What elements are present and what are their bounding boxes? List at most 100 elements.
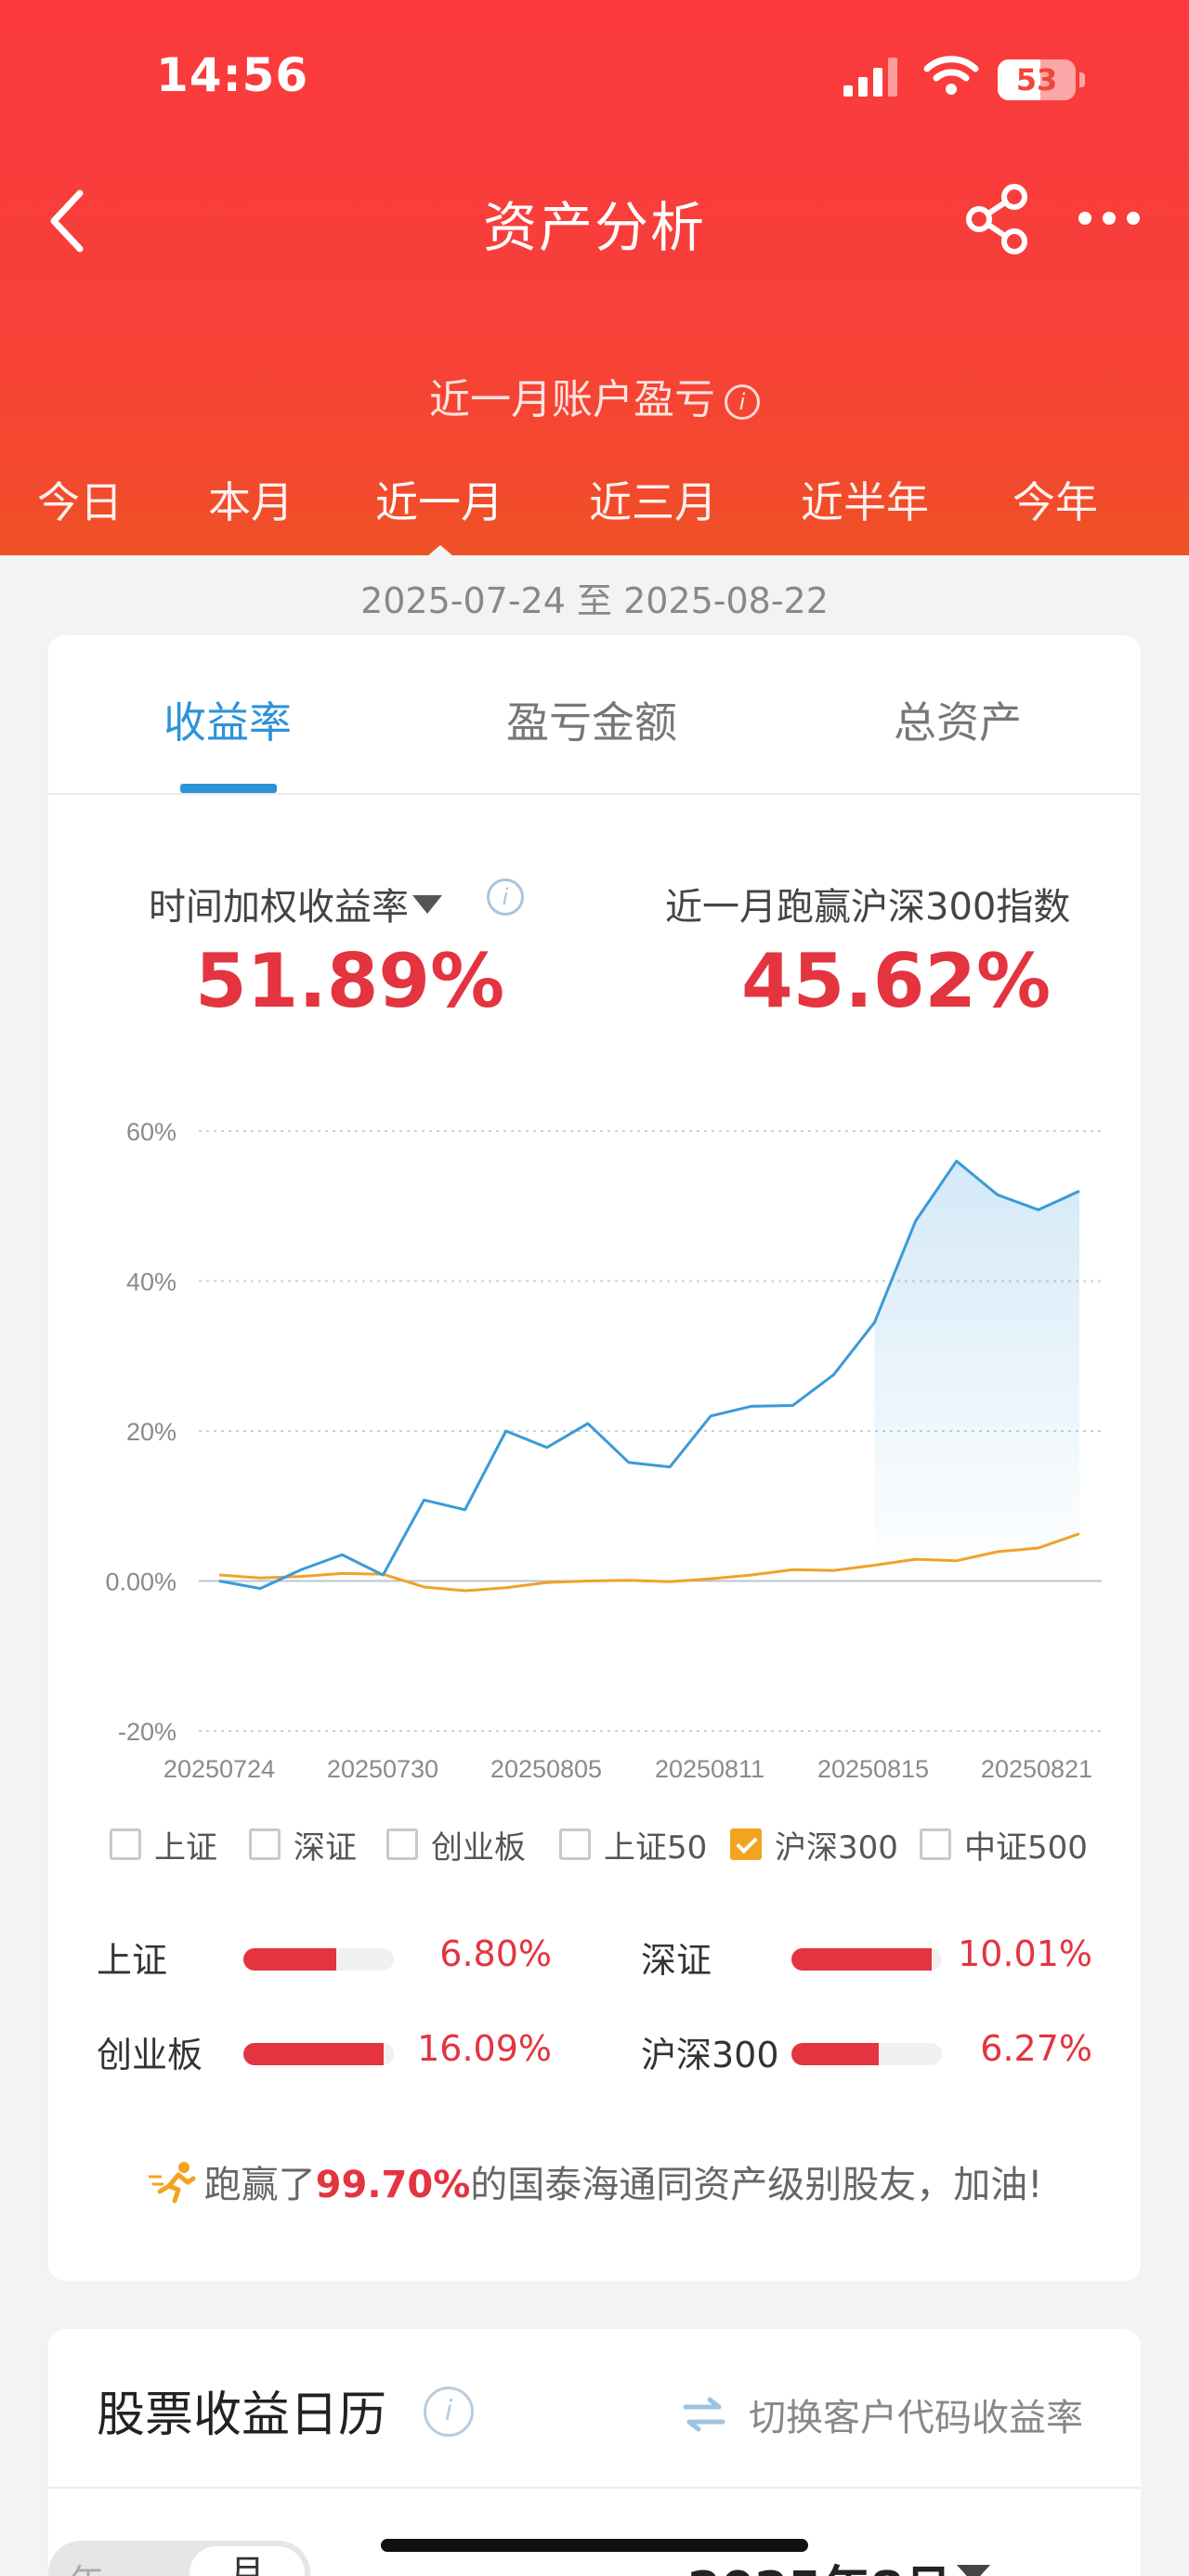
- index-bar: [791, 2043, 942, 2065]
- y-tick-label: 20%: [126, 1418, 176, 1446]
- dropdown-icon: [412, 895, 442, 914]
- battery-icon: 53: [998, 59, 1085, 100]
- legend-chinext[interactable]: 创业板: [386, 1816, 526, 1872]
- index-row-chinext: 创业板 16.09%: [97, 2026, 552, 2082]
- legend-label: 沪深300: [775, 1828, 898, 1867]
- index-value: 6.27%: [980, 2028, 1092, 2069]
- index-bar-fill: [243, 1948, 337, 1971]
- running-icon: [148, 2162, 196, 2204]
- caret-down-icon: [957, 2565, 990, 2576]
- tab-last-half-year[interactable]: 近半年: [801, 477, 929, 527]
- metric-tabs: 收益率 盈亏金额 总资产: [48, 635, 1141, 795]
- share-icon[interactable]: [962, 182, 1033, 256]
- date-range: 2025-07-24 至 2025-08-22: [360, 580, 829, 621]
- legend-shanghai[interactable]: 上证: [110, 1816, 217, 1872]
- legend-csi300[interactable]: 沪深300: [730, 1816, 898, 1872]
- checkbox-icon: [559, 1828, 591, 1860]
- outperform-label: 近一月跑赢沪深300指数: [665, 886, 1071, 929]
- legend-label: 上证: [154, 1828, 217, 1867]
- legend-label: 上证50: [604, 1828, 708, 1867]
- tab-last-three-months[interactable]: 近三月: [589, 477, 717, 527]
- return-chart[interactable]: 60% 40% 20% 0.00% -20% 20250724 20250730 202508…: [0, 1086, 1189, 1802]
- index-value: 16.09%: [417, 2028, 552, 2069]
- y-tick-label: 40%: [126, 1268, 176, 1296]
- info-icon[interactable]: i: [424, 2387, 474, 2437]
- series-line: [218, 1532, 1080, 1593]
- area-fill: [874, 1161, 1079, 1581]
- legend-label: 创业板: [431, 1828, 526, 1867]
- checkbox-icon: [110, 1828, 141, 1860]
- x-tick-label: 20250821: [981, 1755, 1092, 1783]
- index-row-shanghai: 上证 6.80%: [97, 1932, 552, 1987]
- y-tick-label: 60%: [126, 1118, 176, 1146]
- ranking-percent: 99.70%: [315, 2164, 471, 2206]
- tab-this-month[interactable]: 本月: [208, 477, 294, 527]
- index-name: 沪深300: [641, 2035, 779, 2075]
- active-tab-indicator: [427, 545, 453, 556]
- ranking-suffix: 的国泰海通同资产级别股友，加油!: [470, 2164, 1043, 2206]
- checkbox-icon: [386, 1828, 418, 1860]
- checkbox-icon: [920, 1828, 951, 1860]
- tab-pnl-amount[interactable]: 盈亏金额: [506, 697, 677, 748]
- index-name: 深证: [641, 1940, 712, 1981]
- index-bar-fill: [791, 2043, 879, 2065]
- divider: [48, 2487, 1141, 2489]
- toggle-month[interactable]: 月: [189, 2546, 305, 2576]
- profit-calendar-card: 股票收益日历 i 切换客户代码收益率: [48, 2329, 1141, 2576]
- calendar-title: 股票收益日历: [97, 2387, 387, 2443]
- index-bar-fill: [791, 1948, 932, 1971]
- account-pnl-label: 近一月账户盈亏: [429, 376, 715, 423]
- tab-total-assets[interactable]: 总资产: [894, 697, 1022, 748]
- nav-bar: 资产分析: [0, 167, 1189, 269]
- back-icon[interactable]: [33, 178, 108, 262]
- info-icon[interactable]: i: [487, 878, 524, 916]
- tab-today[interactable]: 今日: [37, 477, 123, 527]
- toggle-year[interactable]: 年: [69, 2554, 104, 2576]
- ranking-prefix: 跑赢了: [203, 2164, 316, 2206]
- switch-label: 切换客户代码收益率: [749, 2397, 1083, 2439]
- series-line: [218, 1159, 1080, 1591]
- legend-label: 中证500: [964, 1828, 1088, 1867]
- swap-icon: [683, 2397, 725, 2432]
- index-value: 10.01%: [958, 1933, 1092, 1974]
- index-bar: [791, 1948, 942, 1971]
- account-pnl-title: 近一月账户盈亏 i: [0, 366, 1189, 425]
- battery-level: 53: [1015, 62, 1058, 98]
- index-legend: 上证 深证 创业板 上证50 沪深300 中证500: [0, 1816, 1189, 1872]
- index-value: 6.80%: [439, 1933, 552, 1974]
- y-tick-label: -20%: [118, 1718, 176, 1746]
- checkbox-icon: [249, 1828, 281, 1860]
- period-tabs: 今日 本月 近一月 近三月 近半年 今年: [0, 469, 1189, 556]
- tab-return-rate[interactable]: 收益率: [163, 697, 292, 748]
- more-icon[interactable]: [1074, 195, 1144, 241]
- month-selector[interactable]: 2025年8月: [687, 2550, 952, 2576]
- index-row-shenzhen: 深证 10.01%: [641, 1932, 1092, 1987]
- wifi-icon: [923, 56, 979, 95]
- legend-sse50[interactable]: 上证50: [559, 1816, 707, 1872]
- status-bar: 14:56 53: [0, 0, 1189, 158]
- legend-csi500[interactable]: 中证500: [920, 1816, 1088, 1872]
- index-bar: [243, 1948, 394, 1971]
- index-name: 上证: [97, 1940, 168, 1981]
- x-tick-label: 20250730: [327, 1755, 438, 1783]
- home-indicator: [381, 2539, 808, 2552]
- outperform-value: 45.62%: [741, 938, 1052, 1024]
- legend-label: 深证: [294, 1828, 357, 1867]
- year-month-toggle[interactable]: 年 月: [48, 2541, 310, 2576]
- tab-this-year[interactable]: 今年: [1013, 477, 1098, 527]
- signal-icon: [843, 58, 897, 97]
- twr-selector[interactable]: 时间加权收益率: [149, 877, 442, 930]
- switch-client-code-button[interactable]: 切换客户代码收益率: [682, 2387, 1083, 2442]
- metric-tab-underline: [180, 784, 277, 793]
- twr-value: 51.89%: [195, 938, 505, 1024]
- tab-last-month[interactable]: 近一月: [375, 477, 503, 527]
- index-row-csi300: 沪深300 6.27%: [641, 2026, 1092, 2082]
- x-tick-label: 20250815: [817, 1755, 929, 1783]
- index-name: 创业板: [97, 2035, 203, 2075]
- status-time: 14:56: [156, 48, 309, 102]
- index-bar-fill: [243, 2043, 384, 2065]
- x-tick-label: 20250724: [163, 1755, 275, 1783]
- legend-shenzhen[interactable]: 深证: [249, 1816, 357, 1872]
- info-icon[interactable]: i: [725, 384, 760, 420]
- index-bar: [243, 2043, 394, 2065]
